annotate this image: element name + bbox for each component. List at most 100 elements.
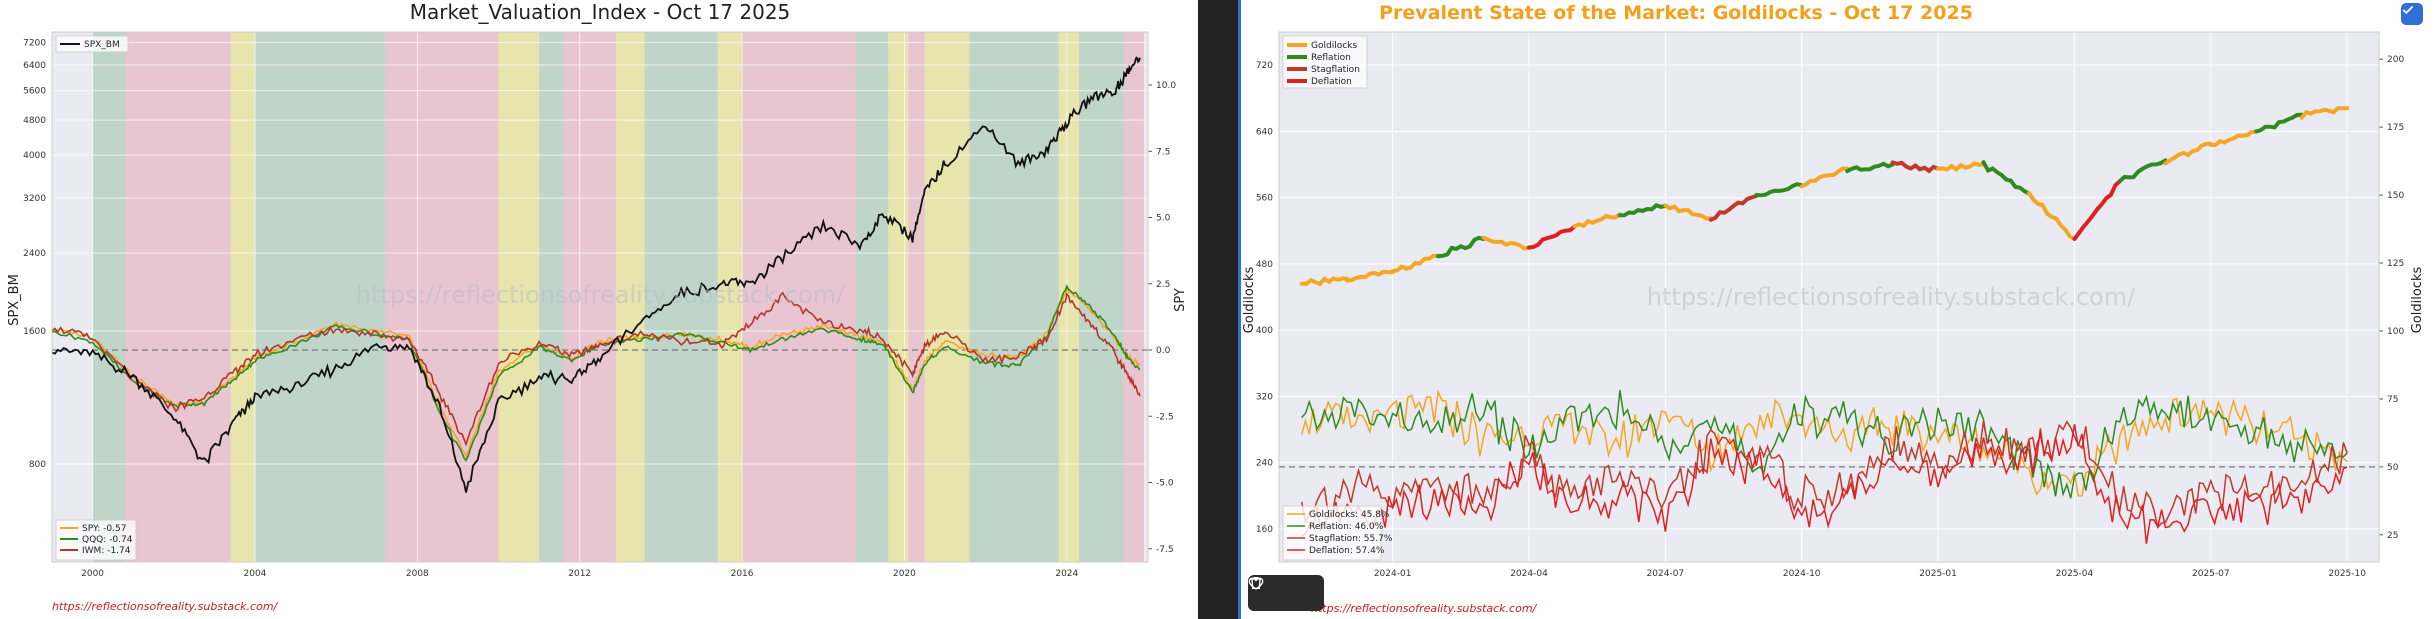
- price-segment-goldilocks: [1663, 203, 1713, 221]
- legend-box: [55, 35, 129, 53]
- x-tick-label: 2025-10: [2328, 569, 2366, 579]
- legend-label: Reflation: 46.0%: [1309, 522, 1384, 532]
- legend-label: Deflation: [1311, 77, 1352, 87]
- iwm-line: [51, 291, 1141, 447]
- deflation-line: [1301, 424, 2348, 544]
- right-tick-label: 175: [2387, 123, 2404, 133]
- trash-icon: [1250, 577, 1262, 589]
- right-plot-area: [1279, 32, 2379, 562]
- left-tick-label: 640: [1256, 127, 1273, 137]
- right-tick-label: 0.0: [1156, 346, 1171, 356]
- x-tick-label: 2024-04: [1510, 569, 1548, 579]
- left-tick-label: 7200: [23, 38, 46, 48]
- right-tick-label: 150: [2387, 191, 2404, 201]
- left-tick-label: 400: [1256, 326, 1273, 336]
- left-tick-label: 1600: [23, 327, 46, 337]
- left-tick-label: 6400: [23, 61, 46, 71]
- favorite-button[interactable]: [1248, 577, 1282, 608]
- regime-band: [1123, 32, 1144, 562]
- image-toolbar: [1248, 575, 1324, 611]
- price-segment-deflation: [2072, 179, 2122, 241]
- price-segment-stagflation: [1708, 194, 1759, 222]
- x-tick-label: 2025-01: [1919, 569, 1957, 579]
- regime-band: [924, 32, 970, 562]
- price-segment-goldilocks: [2299, 106, 2350, 120]
- x-tick-label: 2000: [81, 569, 104, 579]
- price-segment-goldilocks: [2027, 191, 2077, 241]
- right-tick-label: 75: [2387, 395, 2398, 405]
- price-segment-reflation: [1436, 235, 1486, 259]
- price-segment-goldilocks: [1390, 253, 1441, 274]
- legend-label: Goldilocks: [1311, 41, 1357, 51]
- x-tick-label: 2008: [406, 569, 429, 579]
- price-segment-goldilocks: [1481, 235, 1531, 251]
- right-source-link[interactable]: https://reflectionsofreality.substack.co…: [1311, 602, 1538, 615]
- left-tick-label: 240: [1256, 459, 1273, 469]
- price-segment-reflation: [1845, 161, 1895, 174]
- left-tick-label: 4000: [23, 151, 46, 161]
- left-tick-label: 3200: [23, 194, 46, 204]
- right-tick-label: -7.5: [1156, 545, 1174, 555]
- price-segment-reflation: [1754, 182, 1804, 198]
- right-tick-label: 25: [2387, 531, 2398, 541]
- price-segment-goldilocks: [1299, 276, 1350, 287]
- price-segment-reflation: [1981, 160, 2031, 196]
- regime-band: [888, 32, 909, 562]
- x-tick-label: 2012: [568, 569, 591, 579]
- x-tick-label: 2025-07: [2192, 569, 2230, 579]
- left-tick-label: 720: [1256, 61, 1273, 71]
- market-valuation-chart: Market_Valuation_Index - Oct 17 2025 200…: [7, 0, 1188, 613]
- right-watermark: https://reflectionsofreality.substack.co…: [1647, 283, 2136, 311]
- right-y-axis-label: SPY: [1173, 288, 1188, 312]
- left-source-link[interactable]: https://reflectionsofreality.substack.co…: [52, 600, 279, 613]
- right-tick-label: 5.0: [1156, 214, 1171, 224]
- left-legend-top: SPX_BM: [55, 35, 129, 53]
- right-legend-top: Goldilocks Reflation Stagflation Deflation: [1282, 35, 1368, 89]
- regime-band: [969, 32, 1059, 562]
- left-plot-frame: [51, 31, 1149, 563]
- delete-button[interactable]: [1250, 577, 1320, 608]
- x-tick-label: 2024-01: [1374, 569, 1412, 579]
- right-tick-label: 7.5: [1156, 147, 1170, 157]
- regime-band: [908, 32, 925, 562]
- x-tick-label: 2020: [893, 569, 916, 579]
- legend-label: Stagflation: 55.7%: [1309, 534, 1393, 544]
- x-tick-label: 2025-04: [2056, 569, 2094, 579]
- legend-box: [1282, 505, 1382, 561]
- left-tick-label: 560: [1256, 194, 1273, 204]
- x-tick-label: 2004: [244, 569, 267, 579]
- legend-label-spx: SPX_BM: [84, 40, 120, 50]
- price-segment-goldilocks: [1799, 166, 1850, 189]
- right-tick-label: 100: [2387, 327, 2404, 337]
- price-segment-reflation: [2254, 112, 2304, 134]
- price-segment-goldilocks: [1572, 212, 1622, 229]
- legend-label: Reflation: [1311, 53, 1351, 63]
- right-right-y-axis-label: Goldilocks: [2410, 267, 2425, 334]
- x-tick-label: 2024-07: [1647, 569, 1685, 579]
- left-chart-panel: Market_Valuation_Index - Oct 17 2025 200…: [0, 0, 1198, 619]
- selected-checkbox[interactable]: [2401, 3, 2423, 25]
- price-segment-reflation: [1617, 203, 1668, 218]
- left-tick-label: 2400: [23, 249, 46, 259]
- price-segment-goldilocks: [2163, 141, 2213, 166]
- left-tick-label: 160: [1256, 525, 1273, 535]
- right-tick-label: 50: [2387, 463, 2399, 473]
- regime-band: [855, 32, 889, 562]
- left-watermark: https://reflectionsofreality.substack.co…: [356, 281, 845, 309]
- left-tick-label: 800: [29, 460, 46, 470]
- right-tick-label: 10.0: [1156, 81, 1176, 91]
- right-tick-label: -5.0: [1156, 479, 1174, 489]
- right-tick-label: 2.5: [1156, 280, 1170, 290]
- x-tick-label: 2024: [1055, 569, 1078, 579]
- right-legend-bottom: Goldilocks: 45.8% Reflation: 46.0% Stagfla…: [1282, 505, 1393, 561]
- left-tick-label: 320: [1256, 392, 1273, 402]
- left-tick-label: 4800: [23, 116, 46, 126]
- x-tick-label: 2024-10: [1783, 569, 1821, 579]
- price-segment-goldilocks: [1936, 161, 1986, 173]
- regime-band: [1078, 32, 1124, 562]
- left-tick-label: 5600: [23, 87, 46, 97]
- right-chart-panel: Prevalent State of the Market: Goldilock…: [1238, 0, 2434, 619]
- x-tick-label: 2016: [731, 569, 754, 579]
- spx-bm-line: [51, 56, 1141, 493]
